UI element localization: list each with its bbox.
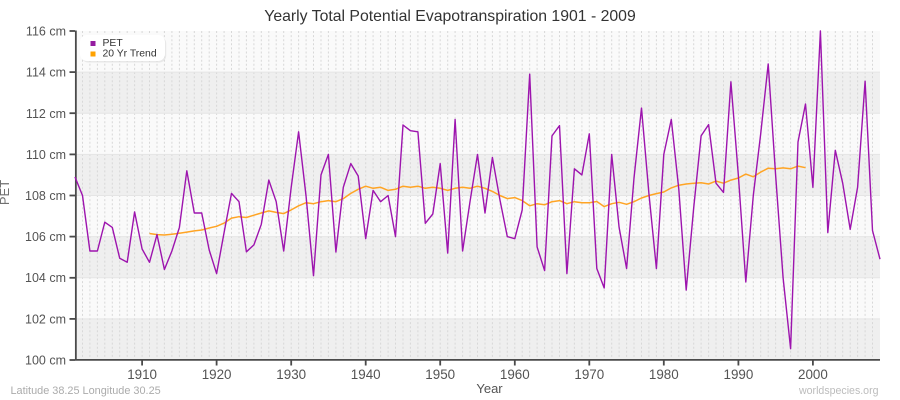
svg-text:1980: 1980 xyxy=(649,367,679,382)
svg-text:100 cm: 100 cm xyxy=(25,354,66,368)
svg-text:Latitude 38.25 Longitude 30.25: Latitude 38.25 Longitude 30.25 xyxy=(11,385,161,397)
svg-text:112 cm: 112 cm xyxy=(26,107,66,121)
svg-text:20 Yr Trend: 20 Yr Trend xyxy=(103,49,157,60)
svg-text:1970: 1970 xyxy=(574,367,604,382)
svg-text:1940: 1940 xyxy=(351,367,381,382)
svg-text:102 cm: 102 cm xyxy=(25,312,66,326)
svg-text:104 cm: 104 cm xyxy=(25,271,66,285)
svg-text:114 cm: 114 cm xyxy=(26,66,66,80)
svg-text:Year: Year xyxy=(476,381,503,396)
svg-text:1910: 1910 xyxy=(127,367,157,382)
svg-text:PET: PET xyxy=(0,180,12,205)
svg-text:PET: PET xyxy=(103,38,124,49)
svg-text:108 cm: 108 cm xyxy=(25,189,66,203)
svg-text:1950: 1950 xyxy=(425,367,455,382)
svg-text:1930: 1930 xyxy=(276,367,306,382)
svg-text:110 cm: 110 cm xyxy=(26,148,66,162)
svg-text:1960: 1960 xyxy=(500,367,530,382)
svg-text:1990: 1990 xyxy=(724,367,754,382)
svg-text:Yearly Total Potential Evapotr: Yearly Total Potential Evapotranspiratio… xyxy=(264,8,636,25)
svg-text:worldspecies.org: worldspecies.org xyxy=(798,385,879,397)
svg-text:1920: 1920 xyxy=(202,367,232,382)
svg-text:2000: 2000 xyxy=(798,367,828,382)
svg-text:106 cm: 106 cm xyxy=(25,230,66,244)
svg-text:116 cm: 116 cm xyxy=(26,25,66,39)
